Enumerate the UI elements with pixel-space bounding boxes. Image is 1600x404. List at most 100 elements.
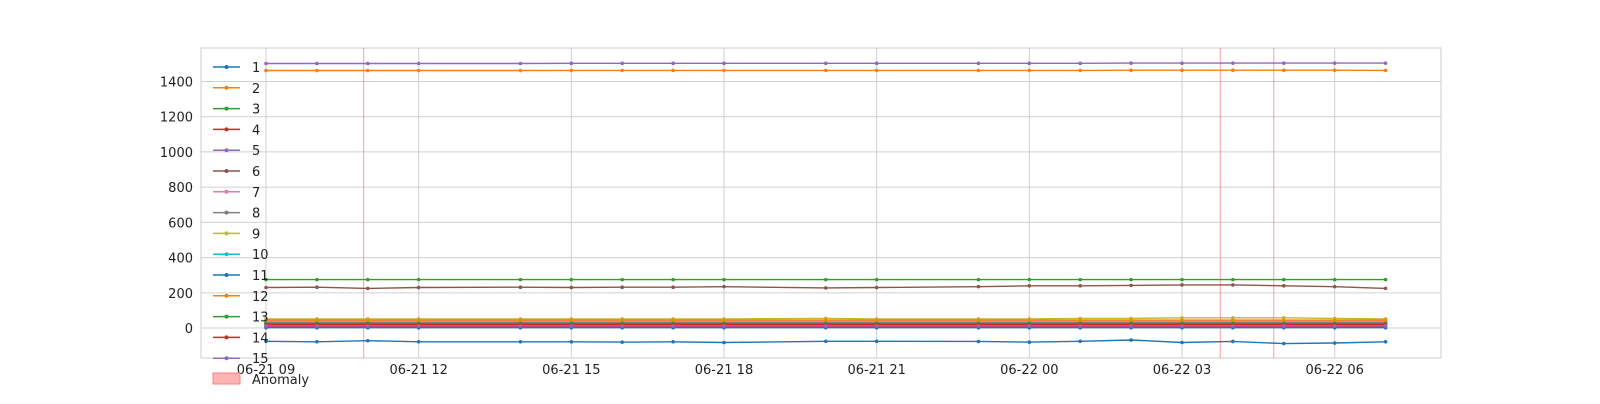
data-point-5 xyxy=(315,62,319,66)
data-point-5 xyxy=(824,62,828,66)
data-point-1 xyxy=(1028,340,1032,344)
data-point-15 xyxy=(417,324,421,328)
data-point-2 xyxy=(315,69,319,73)
legend-marker xyxy=(225,127,229,131)
data-point-15 xyxy=(315,324,319,328)
data-point-1 xyxy=(1384,340,1388,344)
data-point-3 xyxy=(1282,278,1286,282)
data-point-12 xyxy=(1282,318,1286,322)
data-point-5 xyxy=(875,62,879,66)
data-point-12 xyxy=(1333,318,1337,322)
data-point-1 xyxy=(1129,338,1133,342)
data-point-12 xyxy=(1078,318,1082,322)
data-point-6 xyxy=(1028,284,1032,288)
data-point-3 xyxy=(620,278,624,282)
data-point-6 xyxy=(1129,284,1133,288)
data-point-15 xyxy=(875,324,879,328)
legend-marker xyxy=(225,211,229,215)
data-point-2 xyxy=(417,69,421,73)
data-point-5 xyxy=(1028,62,1032,66)
anomaly-marker xyxy=(1220,48,1221,358)
data-point-5 xyxy=(570,62,574,66)
legend-marker xyxy=(225,231,229,235)
y-tick-label: 1200 xyxy=(160,111,193,126)
legend-label: 8 xyxy=(252,207,260,222)
legend-anomaly-label: Anomaly xyxy=(252,373,309,388)
data-point-15 xyxy=(1129,324,1133,328)
data-point-5 xyxy=(1384,61,1388,65)
data-point-6 xyxy=(1078,284,1082,288)
data-point-3 xyxy=(570,278,574,282)
x-tick-label: 06-21 15 xyxy=(542,363,600,378)
data-point-15 xyxy=(824,324,828,328)
x-tick-label: 06-22 06 xyxy=(1305,363,1363,378)
data-point-6 xyxy=(519,285,523,289)
data-point-3 xyxy=(366,278,370,282)
data-point-5 xyxy=(1078,62,1082,66)
data-point-15 xyxy=(1384,324,1388,328)
data-point-1 xyxy=(671,340,675,344)
data-point-6 xyxy=(722,285,726,289)
data-point-12 xyxy=(977,318,981,322)
data-point-3 xyxy=(1129,278,1133,282)
legend-marker xyxy=(225,356,229,360)
legend-label: 2 xyxy=(252,82,260,97)
data-point-2 xyxy=(824,69,828,73)
data-point-15 xyxy=(1180,324,1184,328)
y-tick-label: 1000 xyxy=(160,146,193,161)
data-point-2 xyxy=(875,69,879,73)
data-point-2 xyxy=(519,69,523,73)
data-point-12 xyxy=(417,318,421,322)
data-point-6 xyxy=(620,285,624,289)
data-point-15 xyxy=(366,324,370,328)
x-tick-label: 06-21 12 xyxy=(389,363,447,378)
data-point-2 xyxy=(366,69,370,73)
data-point-6 xyxy=(875,286,879,290)
data-point-12 xyxy=(570,318,574,322)
data-point-6 xyxy=(264,286,268,290)
data-point-2 xyxy=(977,69,981,73)
data-point-3 xyxy=(977,278,981,282)
x-tick-label: 06-21 18 xyxy=(695,363,753,378)
data-point-12 xyxy=(1231,318,1235,322)
legend-label: 9 xyxy=(252,227,260,242)
legend-label: 3 xyxy=(252,103,260,118)
data-point-12 xyxy=(1384,318,1388,322)
data-point-6 xyxy=(366,287,370,291)
data-point-3 xyxy=(824,278,828,282)
data-point-3 xyxy=(722,278,726,282)
data-point-5 xyxy=(722,62,726,66)
data-point-15 xyxy=(671,324,675,328)
data-point-2 xyxy=(570,69,574,73)
data-point-2 xyxy=(1180,68,1184,72)
data-point-6 xyxy=(315,285,319,289)
data-point-1 xyxy=(417,340,421,344)
anomaly-marker xyxy=(363,48,364,358)
data-point-12 xyxy=(722,318,726,322)
data-point-1 xyxy=(1078,339,1082,343)
data-point-5 xyxy=(1231,61,1235,65)
legend-label: 1 xyxy=(252,61,260,76)
data-point-2 xyxy=(722,69,726,73)
legend-anomaly-patch xyxy=(213,373,240,384)
data-point-3 xyxy=(315,278,319,282)
legend-marker xyxy=(225,252,229,256)
data-point-3 xyxy=(875,278,879,282)
data-point-12 xyxy=(620,318,624,322)
x-tick-label: 06-21 21 xyxy=(847,363,905,378)
data-point-15 xyxy=(1028,324,1032,328)
data-point-5 xyxy=(620,62,624,66)
data-point-5 xyxy=(1180,61,1184,65)
data-point-1 xyxy=(977,340,981,344)
data-point-5 xyxy=(1282,61,1286,65)
data-point-15 xyxy=(722,324,726,328)
y-tick-label: 400 xyxy=(168,252,193,267)
data-point-2 xyxy=(1333,68,1337,72)
data-point-2 xyxy=(620,69,624,73)
data-point-12 xyxy=(519,318,523,322)
data-point-5 xyxy=(366,62,370,66)
data-point-3 xyxy=(1180,278,1184,282)
data-point-2 xyxy=(1231,68,1235,72)
data-point-15 xyxy=(620,324,624,328)
